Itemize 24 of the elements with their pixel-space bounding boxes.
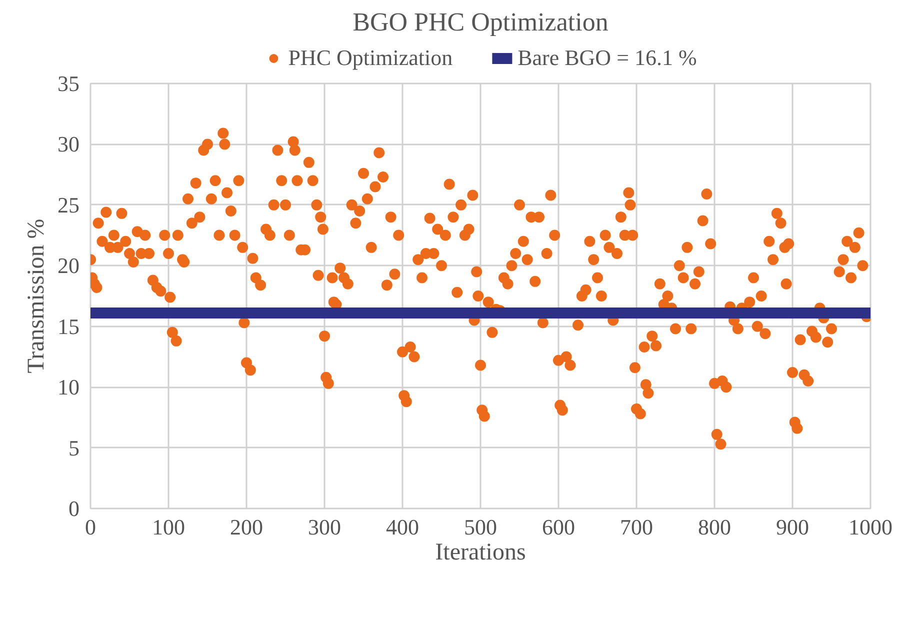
legend-label: PHC Optimization: [288, 45, 453, 71]
y-tick-label: 10: [58, 374, 80, 400]
x-axis-title: Iterations: [435, 540, 526, 566]
x-tick-label: 700: [620, 514, 653, 540]
x-tick-label: 200: [230, 514, 263, 540]
y-tick-label: 15: [58, 314, 80, 339]
y-axis-title: Transmission %: [24, 218, 50, 374]
x-tick-label: 400: [386, 514, 419, 540]
y-tick-label: 25: [58, 192, 80, 218]
x-tick-label: 500: [464, 514, 497, 540]
x-tick-label: 900: [776, 514, 809, 540]
x-tick-label: 600: [542, 514, 575, 540]
x-tick-label: 300: [308, 514, 341, 540]
x-tick-label: 0: [85, 514, 96, 540]
x-tick-label: 1000: [848, 514, 892, 540]
y-tick-label: 0: [68, 496, 80, 521]
x-tick-label: 100: [152, 514, 185, 540]
y-tick-label: 35: [58, 71, 80, 96]
chart-title: BGO PHC Optimization: [352, 8, 608, 36]
x-tick-label: 800: [698, 514, 731, 540]
legend-label: Bare BGO = 16.1 %: [518, 45, 697, 71]
y-tick-label: 20: [58, 253, 80, 278]
y-tick-label: 5: [68, 435, 80, 460]
y-tick-label: 30: [58, 132, 80, 157]
